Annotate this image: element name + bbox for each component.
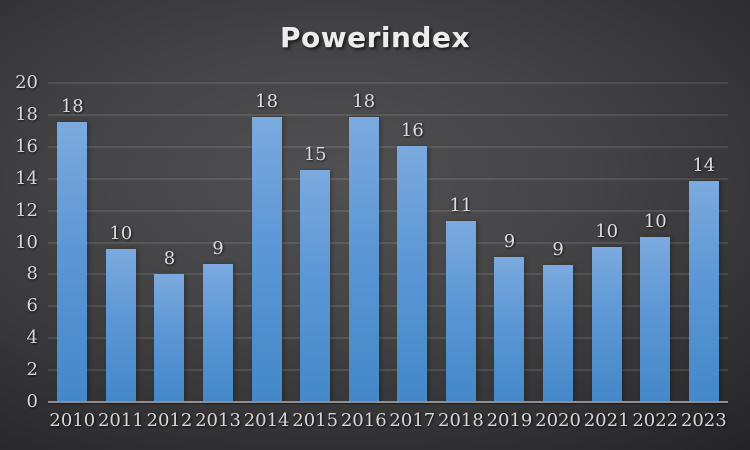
bar-slot: 9 [485, 83, 534, 402]
gridline [48, 146, 728, 148]
gridline [48, 210, 728, 212]
x-axis-line [48, 401, 728, 403]
gridline [48, 242, 728, 243]
bar-2011 [105, 248, 136, 402]
bar-slot: 9 [534, 83, 583, 402]
x-tick-label: 2016 [340, 410, 387, 431]
bar-2016 [348, 116, 379, 402]
y-tick-label: 8 [26, 263, 38, 285]
x-axis: 2010 2011 2012 2013 2014 2015 2016 2017 2018 2019… [48, 410, 728, 432]
bar-value-label: 18 [352, 90, 376, 112]
y-tick-label: 10 [15, 231, 38, 253]
y-axis: 0 2 4 6 8 10 12 14 16 18 20 [0, 74, 38, 411]
bar-slot: 9 [194, 83, 243, 402]
x-tick-label: 2010 [49, 410, 96, 431]
bar-2018 [445, 220, 476, 402]
bar-value-label: 18 [255, 90, 279, 112]
bar-2021 [591, 247, 622, 402]
y-tick-label: 0 [26, 391, 38, 412]
bar-2020 [543, 264, 574, 402]
gridline [48, 114, 728, 116]
bar-slot: 18 [339, 83, 388, 402]
y-tick-label: 2 [26, 359, 38, 381]
y-tick-label: 12 [15, 199, 38, 221]
gridline [48, 82, 728, 84]
plot-area: 18 10 8 9 18 15 18 16 11 9 9 10 10 14 [48, 82, 728, 403]
gridline [48, 305, 728, 307]
bar-value-label: 8 [163, 248, 176, 270]
x-tick-label: 2013 [195, 410, 241, 431]
x-tick-label: 2012 [146, 410, 193, 431]
x-tick-label: 2015 [292, 410, 339, 431]
bar-2014 [251, 116, 282, 402]
y-tick-label: 16 [15, 135, 38, 157]
x-tick-label: 2021 [583, 410, 630, 431]
x-tick-label: 2023 [680, 410, 727, 431]
bar-2015 [300, 169, 331, 402]
bar-value-label: 10 [643, 210, 667, 232]
bar-value-label: 10 [109, 222, 133, 244]
x-tick-label: 2020 [535, 410, 581, 431]
bar-value-label: 10 [595, 221, 619, 243]
bar-slot: 8 [145, 83, 194, 402]
chart-title: Powerindex [279, 21, 471, 54]
bar-2012 [154, 274, 185, 402]
x-tick-label: 2017 [389, 410, 436, 431]
bar-slot: 10 [582, 83, 631, 402]
bar-value-label: 9 [212, 238, 224, 260]
y-tick-label: 18 [15, 103, 38, 125]
bar-value-label: 18 [60, 96, 84, 118]
bar-value-label: 14 [692, 155, 716, 177]
bar-slot: 18 [242, 83, 291, 402]
y-tick-label: 20 [15, 72, 38, 93]
bar-slot: 15 [291, 83, 340, 402]
bar-series: 18 10 8 9 18 15 18 16 11 9 9 10 10 14 [48, 83, 728, 402]
bar-2019 [494, 256, 525, 402]
bar-slot: 14 [680, 83, 729, 402]
y-tick-label: 6 [26, 295, 38, 317]
bar-2023 [688, 181, 719, 402]
y-tick-label: 14 [15, 167, 38, 189]
gridline [48, 178, 728, 180]
bar-2017 [397, 146, 428, 402]
x-tick-label: 2014 [243, 410, 290, 431]
bar-value-label: 11 [449, 194, 473, 216]
bar-value-label: 16 [400, 120, 424, 142]
bar-2013 [203, 264, 234, 402]
x-tick-label: 2018 [438, 410, 484, 431]
bar-value-label: 9 [503, 230, 516, 252]
gridline [48, 369, 728, 371]
bar-slot: 18 [48, 83, 97, 402]
bar-slot: 10 [97, 83, 146, 402]
bar-slot: 10 [631, 83, 680, 402]
bar-2010 [57, 122, 88, 402]
bar-slot: 16 [388, 83, 437, 402]
x-tick-label: 2019 [486, 410, 533, 431]
bar-slot: 11 [437, 83, 486, 402]
x-tick-label: 2011 [97, 410, 144, 431]
bar-value-label: 9 [552, 238, 564, 260]
x-tick-label: 2022 [632, 410, 679, 431]
y-tick-label: 4 [26, 327, 38, 349]
gridline [48, 273, 728, 275]
bar-2022 [640, 236, 671, 402]
bar-value-label: 15 [303, 143, 327, 165]
gridline [48, 337, 728, 339]
